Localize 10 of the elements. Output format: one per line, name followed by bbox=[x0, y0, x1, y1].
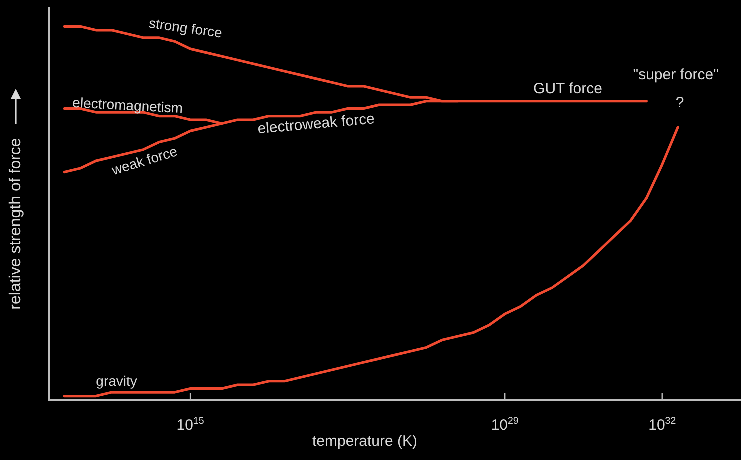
series-label: electromagnetism bbox=[72, 94, 184, 116]
annotation: GUT force bbox=[534, 80, 602, 98]
annotation: electroweak force bbox=[257, 110, 376, 138]
y-axis-title: relative strength of force bbox=[7, 138, 24, 310]
text: weak force bbox=[109, 143, 180, 178]
annotation: "super force" bbox=[633, 66, 719, 84]
x-axis-title: temperature (K) bbox=[312, 433, 418, 450]
annotation: ? bbox=[676, 94, 684, 112]
series-label: gravity bbox=[96, 373, 138, 390]
text: strong force bbox=[148, 14, 224, 41]
